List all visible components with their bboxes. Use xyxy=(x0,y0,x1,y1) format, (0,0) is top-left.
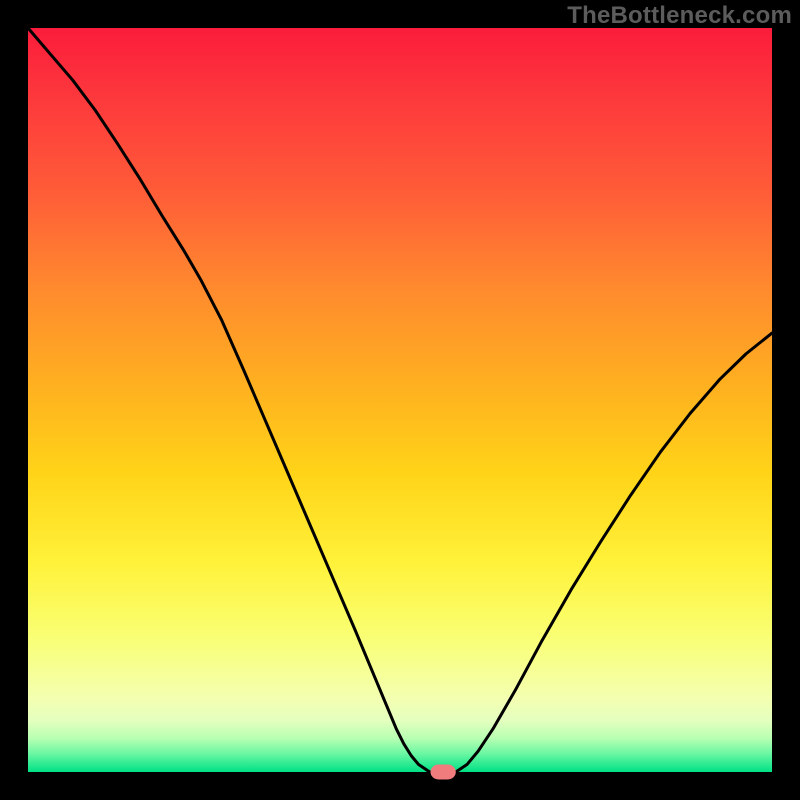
watermark-text: TheBottleneck.com xyxy=(567,2,792,30)
bottleneck-chart: TheBottleneck.com xyxy=(0,0,800,800)
plot-area xyxy=(28,28,772,772)
optimum-marker xyxy=(431,765,456,780)
chart-svg xyxy=(0,0,800,800)
